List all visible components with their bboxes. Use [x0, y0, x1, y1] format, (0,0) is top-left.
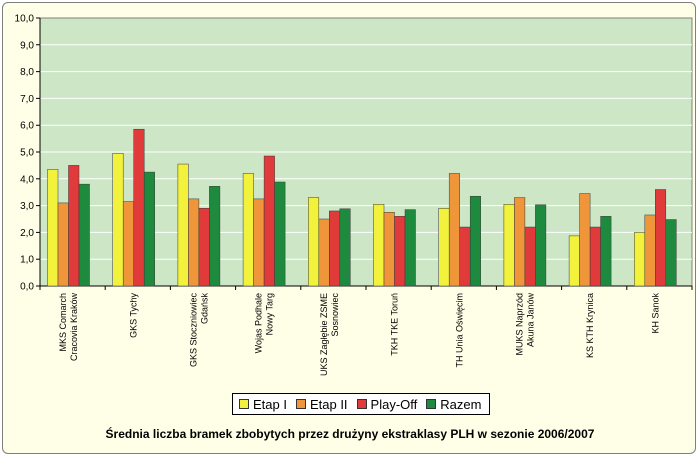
bar: [503, 204, 515, 287]
category-label-line: Nowy Targ: [265, 293, 275, 335]
bar: [438, 208, 450, 287]
bar: [329, 210, 341, 287]
y-tick-label: 9,0: [20, 40, 34, 51]
legend-item: Etap II: [295, 396, 348, 412]
bar: [535, 204, 547, 287]
bar: [665, 219, 677, 287]
bar: [318, 218, 330, 287]
bar: [339, 208, 351, 287]
bar: [68, 165, 80, 287]
category-label-line: Cracovia Kraków: [69, 293, 79, 362]
bar: [655, 189, 667, 287]
bar: [469, 195, 481, 287]
bar: [394, 216, 406, 287]
legend-swatch: [295, 399, 306, 409]
category-label: TH Unia Oświęcim: [455, 293, 465, 368]
category-label: GKS Tychy: [129, 293, 139, 338]
bar: [448, 173, 460, 287]
legend-swatch: [426, 399, 437, 409]
bar: [143, 171, 155, 287]
bar: [274, 181, 286, 287]
y-tick-label: 8,0: [20, 67, 34, 78]
bar: [524, 226, 536, 287]
bar: [47, 169, 59, 287]
category-label: MKS Comarch Cracovia Kraków: [58, 293, 79, 362]
y-tick-label: 7,0: [20, 94, 34, 105]
bar: [404, 209, 416, 287]
bar: [122, 201, 134, 287]
chart-title: Średnia liczba bramek zbobytych przez dr…: [105, 427, 595, 441]
category-label-line: GKS Stoczniowiec: [188, 293, 198, 368]
category-label: GKS Stoczniowiec Gdańsk: [188, 293, 209, 368]
bar: [589, 226, 601, 287]
category-label-line: MKS Comarch: [58, 293, 68, 352]
category-label-line: TKH TKE Toruń: [390, 293, 400, 356]
bar: [579, 193, 591, 287]
category-label: KH Sanok: [650, 293, 660, 334]
category-label-line: Akuna Janów: [525, 293, 535, 348]
y-tick-label: 3,0: [20, 201, 34, 212]
y-tick-label: 5,0: [20, 148, 34, 159]
bar: [57, 202, 69, 287]
bar: [263, 155, 275, 287]
category-label: TKH TKE Toruń: [390, 293, 400, 356]
category-label: UKS Zagłębie ZSME Sosnowiec: [319, 293, 340, 377]
y-tick-label: 0,0: [20, 282, 34, 293]
bar: [177, 163, 189, 287]
bar: [198, 208, 210, 287]
legend: Etap I Etap II Play-Off Razem: [232, 393, 491, 415]
y-tick-label: 1,0: [20, 255, 34, 266]
category-label-line: KH Sanok: [650, 293, 660, 334]
bar: [373, 204, 385, 287]
y-tick-label: 10,0: [15, 14, 35, 25]
category-label-line: GKS Tychy: [129, 293, 139, 338]
legend-item: Play-Off: [356, 396, 418, 412]
bar: [459, 226, 471, 287]
bar: [383, 212, 395, 287]
bar: [600, 216, 612, 287]
chart-frame: 0,0 1,0 2,0 3,0 4,0 5,0 6,0 7,0 8,0 9,0 10,0 MKS Co…: [2, 2, 696, 454]
y-tick-label: 4,0: [20, 174, 34, 185]
legend-label: Play-Off: [370, 396, 418, 412]
category-label-line: UKS Zagłębie ZSME: [319, 293, 329, 376]
category-label: Wojas Podhale Nowy Targ: [254, 293, 275, 353]
bar: [78, 183, 90, 287]
bar: [514, 197, 526, 287]
legend-swatch: [356, 399, 367, 409]
category-label-line: TH Unia Oświęcim: [455, 293, 465, 368]
category-label-line: Wojas Podhale: [254, 293, 264, 353]
legend-label: Etap I: [253, 396, 287, 412]
legend-label: Razem: [440, 396, 482, 412]
bar: [253, 198, 265, 287]
bar: [112, 153, 124, 287]
bar: [308, 197, 320, 287]
category-label-line: Gdańsk: [199, 293, 209, 325]
category-label-line: KS KTH Krynica: [585, 293, 595, 358]
bar: [242, 173, 254, 287]
category-label: KS KTH Krynica: [585, 293, 595, 358]
bar-chart: 0,0 1,0 2,0 3,0 4,0 5,0 6,0 7,0 8,0 9,0 10,0 MKS Co…: [15, 14, 693, 377]
category-label: MUKS Naprzód Akuna Janów: [514, 293, 535, 356]
category-label-line: MUKS Naprzód: [514, 293, 524, 356]
legend-item: Razem: [426, 397, 481, 412]
bar: [634, 232, 646, 287]
bar: [568, 235, 580, 287]
y-tick-label: 2,0: [20, 228, 34, 239]
bar: [209, 186, 221, 287]
legend-swatch: [239, 399, 249, 409]
bar: [644, 214, 656, 287]
y-tick-label: 6,0: [20, 121, 34, 132]
bar: [133, 128, 145, 287]
bar: [188, 198, 200, 287]
legend-label: Etap II: [309, 396, 348, 412]
legend-item: Etap I: [239, 397, 287, 412]
category-label-line: Sosnowiec: [330, 293, 340, 337]
